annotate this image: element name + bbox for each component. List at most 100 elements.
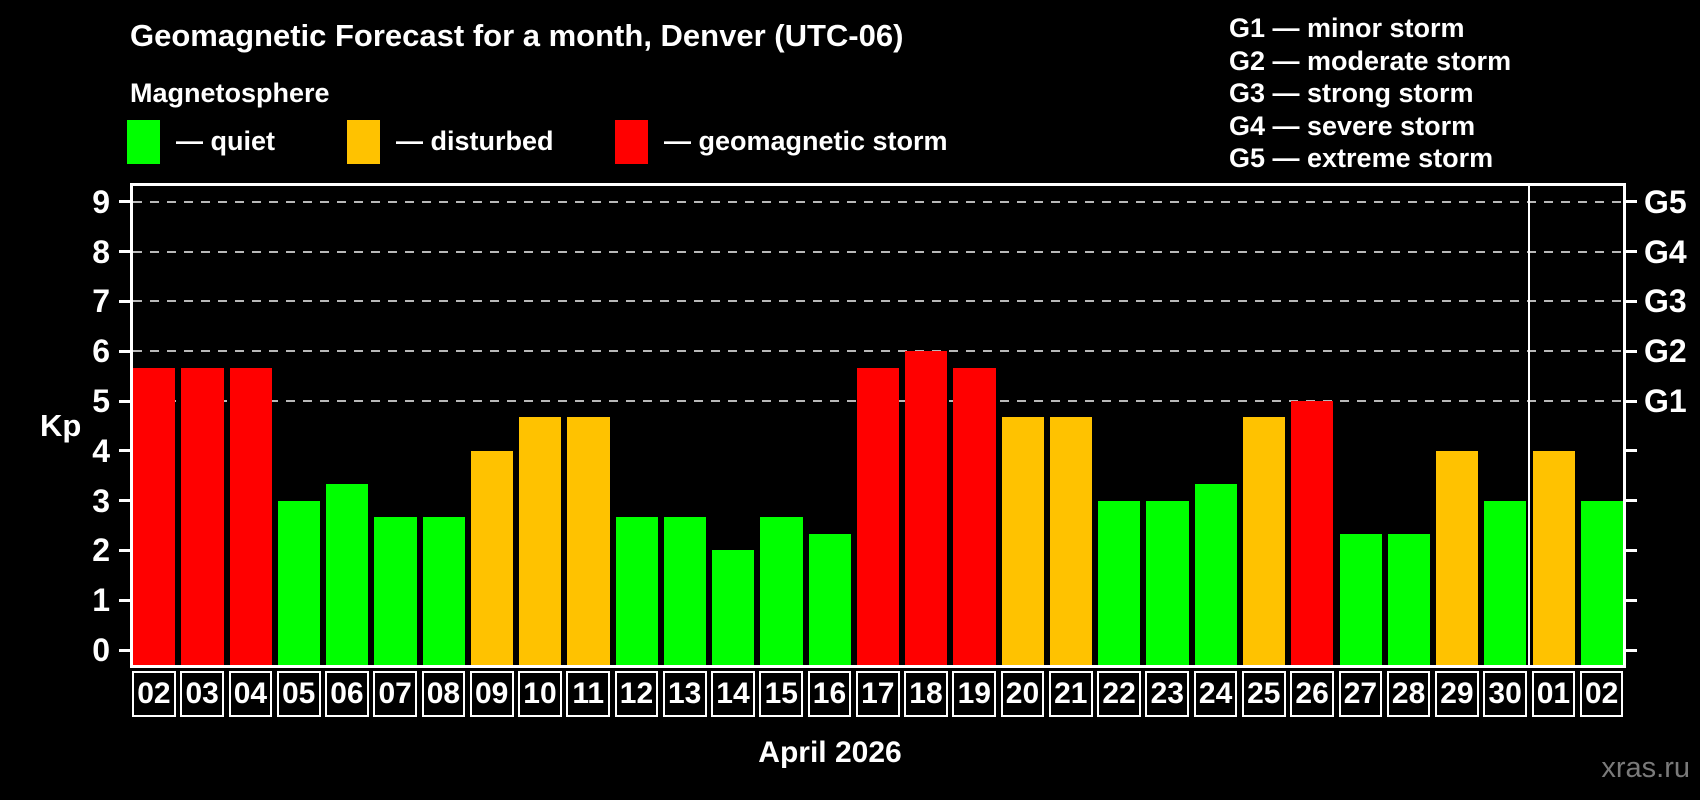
date-cell-apr-03: 03 [180, 671, 225, 717]
gridline-kp8 [133, 250, 1623, 253]
y-axis-label: Kp [40, 408, 82, 443]
date-cell-apr-28: 28 [1386, 671, 1431, 717]
quiet-color-swatch [127, 120, 160, 164]
date-cell-apr-25: 25 [1241, 671, 1286, 717]
left-tick-kp5 [119, 399, 130, 403]
left-tick-kp2 [119, 548, 130, 552]
g-scale-legend: G1 — minor storm G2 — moderate storm G3 — … [1229, 12, 1511, 175]
date-cell-apr-30: 30 [1483, 671, 1527, 717]
legend-item-disturbed: — disturbed [347, 118, 767, 166]
storm-color-swatch [615, 120, 648, 164]
left-tick-kp4 [119, 449, 130, 453]
bar-day-01 [1532, 450, 1575, 665]
right-tick-kp5 [1626, 399, 1637, 403]
status-legend: — quiet — disturbed — geomagnetic storm [0, 118, 1100, 166]
date-cell-apr-06: 06 [325, 671, 369, 717]
y-tick-label-4: 4 [92, 432, 110, 469]
date-cell-apr-29: 29 [1435, 671, 1479, 717]
g-legend-line-4: G4 — severe storm [1229, 110, 1476, 141]
legend-label-storm: — geomagnetic storm [664, 126, 948, 156]
right-tick-kp8 [1626, 250, 1637, 254]
date-cell-apr-14: 14 [711, 671, 755, 717]
bar-day-10 [519, 417, 562, 665]
bar-day-14 [712, 550, 755, 665]
g-level-label-G5: G5 [1644, 183, 1687, 220]
bar-day-02 [133, 367, 176, 665]
y-tick-label-1: 1 [92, 582, 110, 619]
date-cell-apr-26: 26 [1290, 671, 1334, 717]
date-cell-apr-05: 05 [276, 671, 321, 717]
bar-day-19 [953, 367, 996, 665]
right-tick-kp3 [1626, 499, 1637, 503]
date-cell-apr-23: 23 [1145, 671, 1190, 717]
bar-day-24 [1194, 484, 1237, 665]
x-axis-label: April 2026 [758, 736, 902, 769]
g-level-label-G2: G2 [1644, 333, 1687, 370]
bar-day-04 [229, 367, 272, 665]
bar-day-05 [277, 500, 321, 665]
right-tick-kp2 [1626, 548, 1637, 552]
bar-day-11 [567, 417, 610, 665]
legend-label-disturbed: — disturbed [396, 126, 554, 156]
date-cell-may-01: 01 [1531, 671, 1576, 717]
bar-day-15 [760, 517, 803, 665]
y-tick-label-2: 2 [92, 532, 110, 569]
date-cell-apr-07: 07 [373, 671, 418, 717]
gridline-kp6 [133, 350, 1623, 353]
bar-day-07 [374, 517, 417, 665]
bar-day-06 [326, 484, 369, 665]
watermark: xras.ru [1601, 752, 1690, 784]
right-tick-kp1 [1626, 598, 1637, 602]
bar-day-25 [1242, 417, 1286, 665]
bar-day-09 [470, 450, 514, 665]
date-cell-apr-16: 16 [807, 671, 852, 717]
y-tick-label-6: 6 [92, 333, 110, 370]
date-cell-apr-02: 02 [132, 671, 176, 717]
bar-day-18 [905, 351, 948, 665]
bar-day-13 [663, 517, 707, 665]
y-tick-label-9: 9 [92, 183, 110, 220]
date-cell-apr-24: 24 [1193, 671, 1238, 717]
right-tick-kp6 [1626, 349, 1637, 353]
date-cell-apr-08: 08 [421, 671, 466, 717]
x-axis-date-row: 02 03 04 05 06 07 08 09 10 11 12 13 14 15 16 17 18 19 20 21… [130, 671, 1626, 717]
date-cell-apr-20: 20 [1000, 671, 1045, 717]
g-legend-line-3: G3 — strong storm [1229, 78, 1474, 108]
date-cell-apr-17: 17 [855, 671, 900, 717]
bar-day-26 [1291, 401, 1334, 665]
bar-day-22 [1098, 500, 1141, 665]
bar-day-27 [1339, 534, 1382, 665]
left-tick-kp1 [119, 598, 130, 602]
bar-day-21 [1049, 417, 1093, 665]
left-tick-kp0 [119, 648, 130, 652]
bar-day-16 [808, 534, 851, 665]
bar-day-23 [1146, 500, 1189, 665]
g-level-label-G3: G3 [1644, 283, 1687, 320]
date-cell-apr-04: 04 [228, 671, 273, 717]
date-cell-apr-15: 15 [759, 671, 804, 717]
date-cell-apr-10: 10 [518, 671, 562, 717]
g-legend-line-2: G2 — moderate storm [1229, 45, 1512, 76]
g-level-label-G4: G4 [1644, 233, 1687, 270]
g-legend-line-1: G1 — minor storm [1229, 13, 1465, 43]
chart-subtitle: Magnetosphere [130, 78, 330, 108]
left-tick-kp9 [119, 200, 130, 204]
g-legend-line-5: G5 — extreme storm [1229, 143, 1494, 173]
bar-day-17 [856, 367, 900, 665]
y-tick-label-3: 3 [92, 482, 110, 519]
bar-day-20 [1001, 417, 1044, 665]
month-separator-line [1528, 183, 1530, 668]
bar-day-30 [1484, 500, 1527, 665]
date-cell-apr-11: 11 [566, 671, 611, 717]
g-level-label-G1: G1 [1644, 383, 1687, 419]
bar-day-29 [1436, 450, 1479, 665]
gridline-kp7 [133, 300, 1623, 303]
bar-day-08 [422, 517, 465, 665]
disturbed-color-swatch [347, 120, 380, 164]
gridline-kp9 [133, 200, 1623, 203]
date-cell-apr-19: 19 [952, 671, 997, 717]
legend-label-quiet: — quiet [176, 126, 275, 156]
plot-area [130, 183, 1626, 668]
right-tick-kp0 [1626, 648, 1637, 652]
date-cell-apr-13: 13 [662, 671, 707, 717]
